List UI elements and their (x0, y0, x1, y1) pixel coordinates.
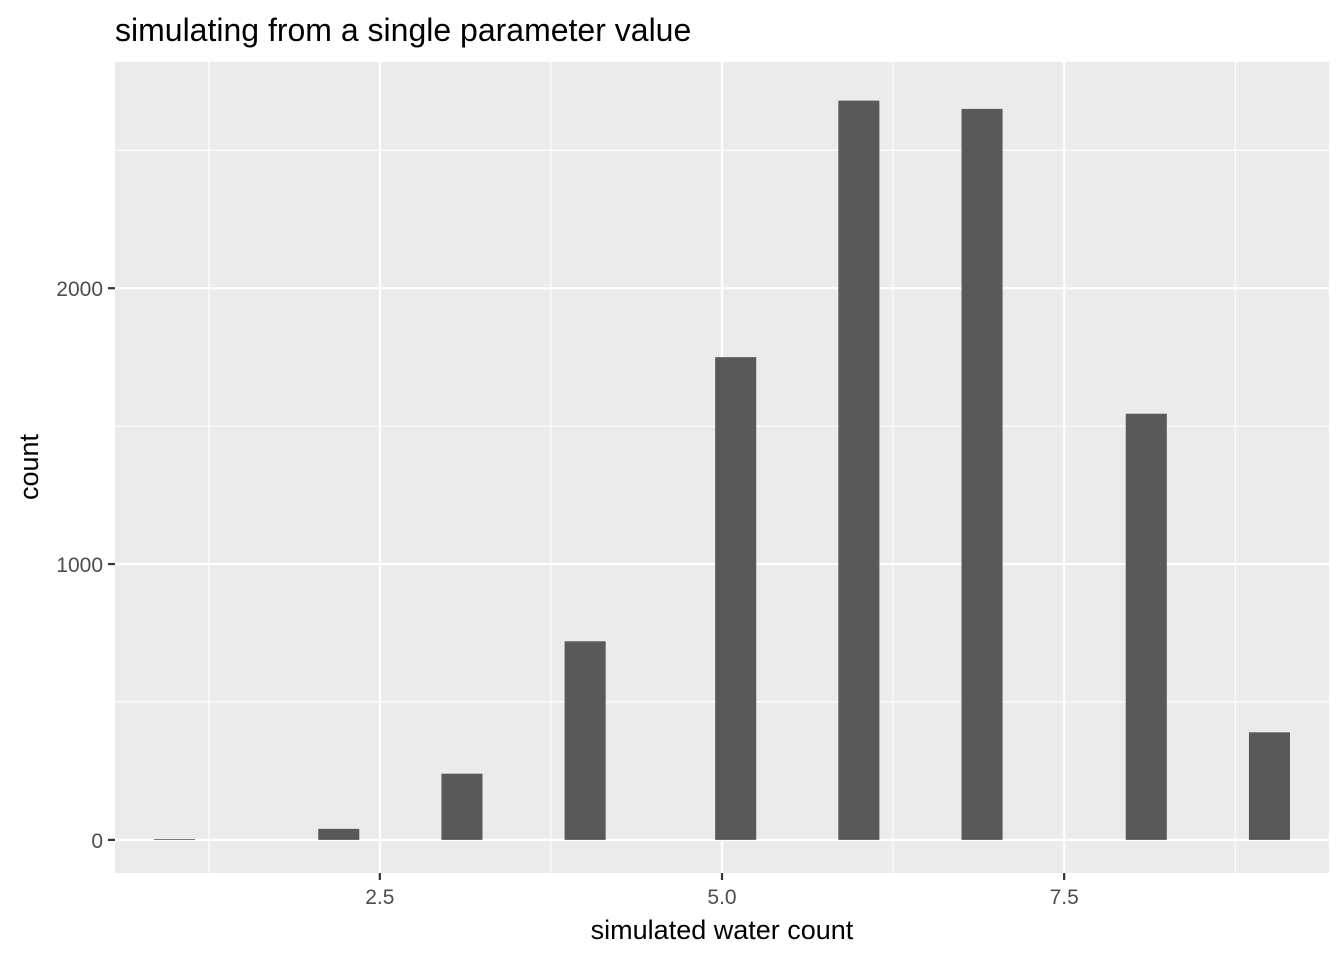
x-tick-label: 5.0 (707, 886, 736, 909)
y-tick-label: 0 (91, 830, 103, 853)
bar-2 (318, 828, 360, 840)
y-axis-ticks: 0 1000 2000 (56, 278, 115, 853)
y-tick-label: 2000 (56, 278, 103, 301)
bar-3 (441, 773, 483, 840)
x-tick-label: 7.5 (1050, 886, 1079, 909)
bar-6 (838, 100, 880, 840)
bar-7 (961, 108, 1003, 840)
y-tick-label: 1000 (56, 554, 103, 577)
bar-1 (154, 839, 196, 840)
bars (154, 100, 1290, 840)
bar-5 (715, 357, 757, 840)
bar-8 (1125, 413, 1167, 840)
chart-title: simulating from a single parameter value (115, 12, 691, 48)
x-tick-label: 2.5 (365, 886, 394, 909)
y-axis-title: count (14, 433, 44, 500)
x-axis-title: simulated water count (591, 915, 854, 945)
bar-9 (1248, 732, 1290, 840)
bar-4 (564, 641, 606, 840)
x-axis-ticks: 2.5 5.0 7.5 (365, 873, 1079, 909)
